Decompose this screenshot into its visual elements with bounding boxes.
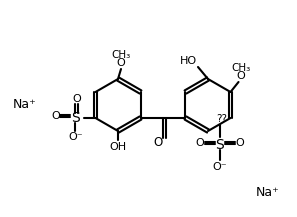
Text: OH: OH (109, 142, 127, 152)
Text: S: S (216, 138, 224, 152)
Text: CH₃: CH₃ (111, 50, 131, 60)
Text: O⁻: O⁻ (68, 132, 83, 142)
Text: O: O (72, 94, 81, 104)
Text: Na⁺: Na⁺ (13, 99, 37, 112)
Text: ??: ?? (217, 114, 228, 124)
Text: O⁻: O⁻ (213, 162, 227, 172)
Text: O: O (117, 58, 125, 68)
Text: HO: HO (179, 56, 197, 66)
Text: Na⁺: Na⁺ (256, 186, 280, 199)
Text: O: O (236, 138, 244, 148)
Text: O: O (51, 111, 60, 121)
Text: S: S (71, 111, 80, 125)
Text: CH₃: CH₃ (231, 63, 250, 73)
Text: O: O (236, 71, 245, 81)
Text: O: O (153, 136, 163, 150)
Text: O: O (196, 138, 204, 148)
